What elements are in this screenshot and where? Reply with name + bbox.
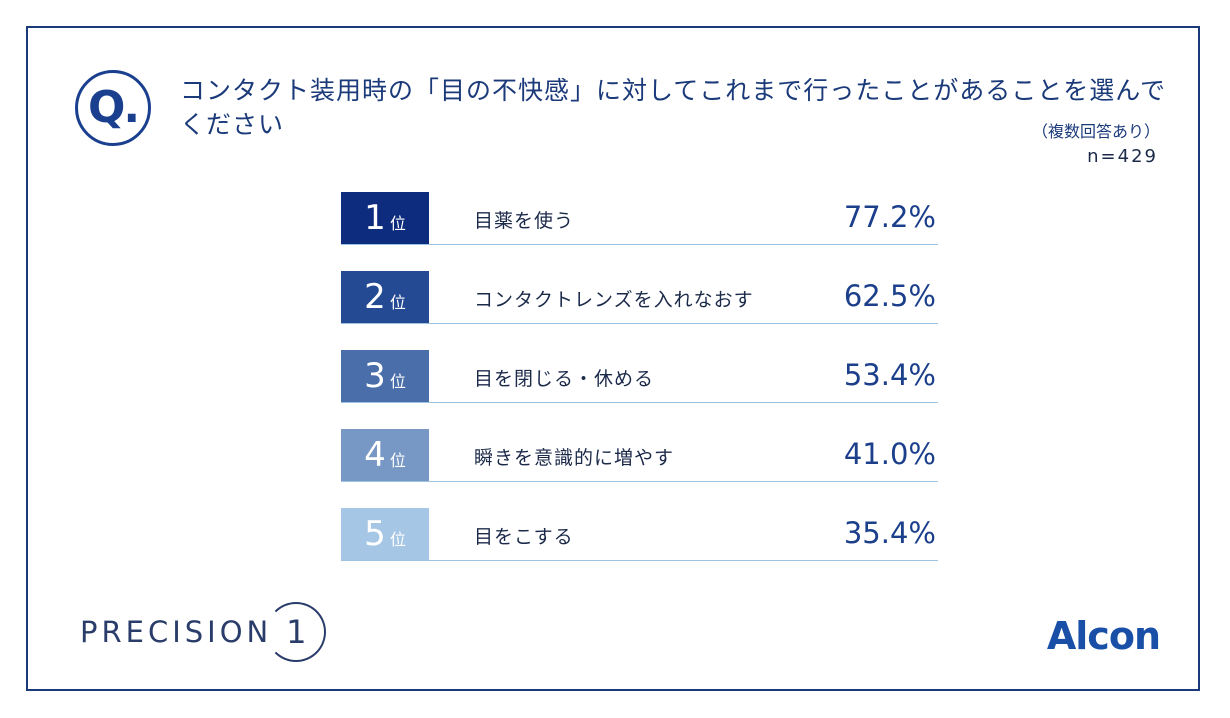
rank-row-5: 5 位 目をこする 35.4% — [341, 508, 938, 561]
rank-value: 62.5% — [843, 279, 936, 313]
rank-suffix: 位 — [389, 451, 406, 470]
question-badge-letter: Q. — [87, 81, 140, 133]
multiple-answer-note: （複数回答あり） — [1031, 122, 1160, 141]
rank-suffix: 位 — [389, 214, 406, 233]
rank-number: 5 — [364, 514, 386, 554]
rank-label: 目をこする — [474, 526, 574, 548]
rank-number: 1 — [364, 198, 386, 238]
question-badge: Q. — [75, 70, 151, 146]
question-text: コンタクト装用時の「目の不快感」に対してこれまで行ったことがあることを選んでくだ… — [180, 76, 1167, 139]
sample-size: n=429 — [1087, 146, 1158, 167]
alcon-logo: Alcon — [1046, 614, 1161, 658]
rank-label: 目を閉じる・休める — [474, 368, 655, 390]
rank-row-4: 4 位 瞬きを意識的に増やす 41.0% — [341, 429, 938, 482]
rank-row-3: 3 位 目を閉じる・休める 53.4% — [341, 350, 938, 403]
rank-row-2: 2 位 コンタクトレンズを入れなおす 62.5% — [341, 271, 938, 324]
rank-value: 77.2% — [843, 200, 936, 234]
rank-value: 35.4% — [843, 516, 936, 550]
rank-number: 3 — [364, 356, 386, 396]
chart-frame — [26, 26, 1200, 691]
rank-label: 目薬を使う — [474, 210, 575, 232]
rank-suffix: 位 — [389, 530, 406, 549]
precision-logo-circle-one: 1 — [266, 602, 327, 662]
rank-suffix: 位 — [389, 293, 406, 312]
rank-label: コンタクトレンズを入れなおす — [474, 289, 754, 311]
rank-value: 53.4% — [843, 358, 936, 392]
rank-number: 4 — [364, 435, 386, 475]
precision1-logo: PRECISION 1 — [80, 602, 327, 662]
ranking-list: 1 位目薬を使う 77.2% 2 位コンタクトレンズを入れなおす 62.5% 3 位目を閉じる… — [341, 192, 938, 587]
rank-label: 瞬きを意識的に増やす — [474, 447, 675, 469]
rank-number: 2 — [364, 277, 386, 317]
rank-row-1: 1 位 目薬を使う 77.2% — [341, 192, 938, 245]
precision-logo-word: PRECISION — [80, 615, 273, 649]
rank-suffix: 位 — [389, 372, 406, 391]
rank-value: 41.0% — [843, 437, 936, 471]
